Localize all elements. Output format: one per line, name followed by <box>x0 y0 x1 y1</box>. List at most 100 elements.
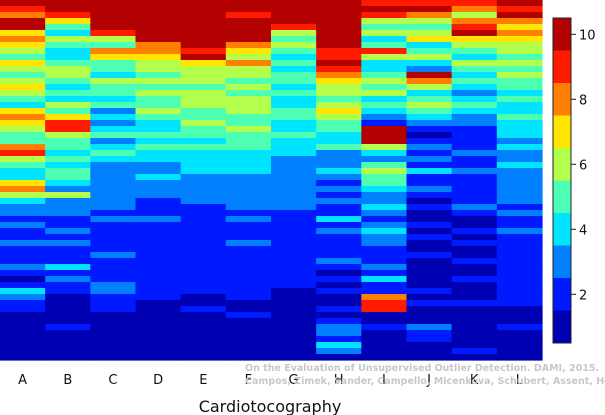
heatmap-cell <box>361 186 408 193</box>
heatmap-cell <box>0 246 46 253</box>
heatmap-cell <box>45 6 91 13</box>
heatmap-cell <box>271 288 317 295</box>
heatmap-cell <box>406 162 453 169</box>
heatmap-cell <box>451 330 498 337</box>
heatmap-cell <box>225 246 272 253</box>
colorbar-swatch <box>553 83 571 116</box>
heatmap-cell <box>225 48 272 55</box>
heatmap-cell <box>316 318 362 325</box>
heatmap-cell <box>225 102 272 109</box>
heatmap-cell <box>271 60 317 67</box>
watermark-line-2: Campos, Zimek, Sander, Campello, Micenko… <box>245 376 605 387</box>
heatmap-cell <box>180 240 227 247</box>
heatmap-cell <box>0 168 46 175</box>
heatmap-cell <box>180 156 227 163</box>
heatmap-cell <box>0 78 46 85</box>
heatmap-cell <box>271 12 317 19</box>
heatmap-cell <box>0 222 46 229</box>
heatmap-cell <box>135 330 182 337</box>
heatmap-cell <box>90 210 137 217</box>
heatmap-cell <box>45 294 91 301</box>
heatmap-cell <box>225 240 272 247</box>
heatmap-cell <box>271 24 317 31</box>
heatmap-cell <box>316 312 362 319</box>
colorbar-tick-label: 2 <box>579 288 587 303</box>
x-axis-ticks: A B C D E F G H I J K L <box>18 373 524 388</box>
heatmap-cell <box>0 54 46 61</box>
heatmap-cell <box>225 162 272 169</box>
heatmap-cell <box>316 30 362 37</box>
heatmap-cell <box>0 162 46 169</box>
heatmap-cell <box>271 324 317 331</box>
heatmap-cell <box>225 108 272 115</box>
heatmap-cell <box>316 288 362 295</box>
heatmap-cell <box>90 108 137 115</box>
heatmap-cell <box>361 30 408 37</box>
heatmap-cell <box>180 36 227 43</box>
heatmap-cell <box>271 216 317 223</box>
heatmap-cell <box>316 144 362 151</box>
x-tick-label: L <box>516 373 524 388</box>
heatmap-cell <box>451 144 498 151</box>
heatmap-cell <box>361 162 408 169</box>
heatmap-cell <box>361 60 408 67</box>
heatmap-cell <box>45 330 91 337</box>
heatmap-cell <box>451 270 498 277</box>
heatmap-cell <box>45 18 91 25</box>
heatmap-cell <box>361 198 408 205</box>
heatmap-cell <box>135 84 182 91</box>
heatmap-cell <box>451 78 498 85</box>
heatmap-cell <box>451 96 498 103</box>
heatmap-cell <box>90 294 137 301</box>
heatmap-cell <box>451 204 498 211</box>
heatmap-cell <box>271 180 317 187</box>
heatmap-cell <box>406 66 453 73</box>
heatmap-cell <box>316 90 362 97</box>
heatmap-cell <box>45 84 91 91</box>
heatmap-cell <box>180 222 227 229</box>
heatmap-cell <box>451 90 498 97</box>
heatmap-cell <box>496 276 543 283</box>
heatmap-cell <box>225 150 272 157</box>
x-tick-label: K <box>470 373 479 388</box>
heatmap-cell <box>316 240 362 247</box>
heatmap-cell <box>406 216 453 223</box>
heatmap-cell <box>45 240 91 247</box>
heatmap-cell <box>451 138 498 145</box>
heatmap-cell <box>225 252 272 259</box>
colorbar-swatch <box>553 278 571 311</box>
heatmap-cell <box>496 234 543 241</box>
heatmap-cell <box>316 138 362 145</box>
heatmap-cell <box>316 234 362 241</box>
heatmap-cell <box>496 156 543 163</box>
heatmap-cell <box>135 120 182 127</box>
heatmap-cell <box>271 186 317 193</box>
heatmap-cell <box>225 42 272 49</box>
heatmap-cell <box>406 180 453 187</box>
heatmap-cell <box>451 36 498 43</box>
heatmap-cell <box>316 0 362 7</box>
heatmap-cell <box>316 342 362 349</box>
heatmap-cell <box>496 222 543 229</box>
heatmap-cell <box>0 264 46 271</box>
heatmap-cell <box>0 276 46 283</box>
heatmap-cell <box>451 264 498 271</box>
colorbar-swatch <box>553 310 571 344</box>
heatmap-cell <box>451 198 498 205</box>
heatmap-cell <box>135 36 182 43</box>
heatmap-cell <box>225 300 272 307</box>
heatmap-cell <box>90 198 137 205</box>
heatmap-cell <box>45 66 91 73</box>
heatmap-cell <box>180 342 227 349</box>
heatmap-cell <box>225 66 272 73</box>
heatmap-cell <box>271 258 317 265</box>
colorbar-ticks: 2 4 6 8 10 <box>571 28 596 303</box>
heatmap-cell <box>45 270 91 277</box>
heatmap-cell <box>135 6 182 13</box>
heatmap-cell <box>361 354 408 361</box>
heatmap-cell <box>135 312 182 319</box>
heatmap-cell <box>316 300 362 307</box>
heatmap-cell <box>496 42 543 49</box>
heatmap-cell <box>361 96 408 103</box>
heatmap-cell <box>90 30 137 37</box>
